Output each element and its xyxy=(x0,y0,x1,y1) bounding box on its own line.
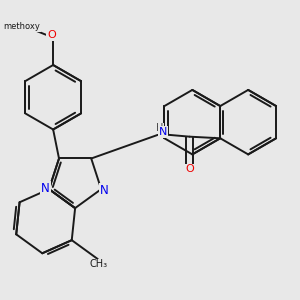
Text: methoxy: methoxy xyxy=(3,22,40,31)
Text: N: N xyxy=(41,182,50,195)
Text: N: N xyxy=(159,127,167,137)
Text: H: H xyxy=(156,123,164,133)
Text: O: O xyxy=(47,30,56,40)
Text: CH₃: CH₃ xyxy=(90,260,108,269)
Text: O: O xyxy=(185,164,194,174)
Text: N: N xyxy=(100,184,109,196)
